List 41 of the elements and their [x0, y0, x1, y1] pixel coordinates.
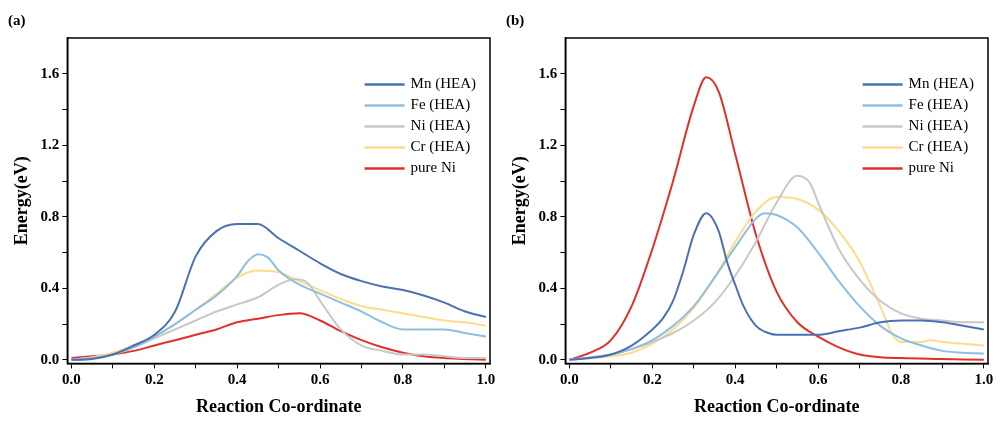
- x-tick-label: 0.4: [227, 371, 248, 388]
- x-axis-title: Reaction Co-ordinate: [693, 395, 860, 416]
- legend-label: Ni (HEA): [410, 117, 471, 135]
- x-tick-label: 0.6: [808, 371, 828, 388]
- x-tick-label: 0.0: [62, 371, 81, 388]
- y-tick-label: 0.8: [40, 207, 60, 224]
- legend-label: Cr (HEA): [908, 138, 969, 156]
- x-tick-label: 1.0: [974, 371, 994, 388]
- chart-title: (b): [506, 11, 525, 29]
- line-series: [70, 312, 487, 361]
- chart-title: (a): [8, 11, 26, 29]
- y-tick-label: 0.4: [40, 279, 60, 296]
- y-tick-label: 1.2: [538, 136, 558, 153]
- legend-label: Cr (HEA): [410, 138, 471, 156]
- x-tick-label: 0.8: [393, 371, 413, 388]
- y-tick-label: 1.6: [40, 64, 60, 81]
- y-tick-label: 0.8: [538, 207, 558, 224]
- y-tick-label: 0.4: [538, 279, 558, 296]
- legend-label: Mn (HEA): [410, 75, 476, 93]
- x-tick-label: 0.2: [144, 371, 164, 388]
- x-tick-label: 0.4: [725, 371, 746, 388]
- legend-label: Fe (HEA): [908, 96, 969, 114]
- x-tick-label: 0.8: [891, 371, 911, 388]
- y-axis-title: Energy(eV): [509, 156, 531, 246]
- line-series: [568, 76, 985, 361]
- legend-label: Fe (HEA): [410, 96, 471, 114]
- y-axis-title: Energy(eV): [11, 156, 33, 246]
- line-series: [70, 222, 487, 361]
- x-tick-label: 1.0: [476, 371, 496, 388]
- legend-label: pure Ni: [908, 159, 954, 176]
- y-tick-label: 1.2: [40, 136, 60, 153]
- y-tick-label: 0.0: [538, 350, 558, 367]
- x-tick-label: 0.0: [560, 371, 579, 388]
- x-axis-title: Reaction Co-ordinate: [195, 395, 362, 416]
- x-tick-label: 0.6: [310, 371, 330, 388]
- y-tick-label: 0.0: [40, 350, 60, 367]
- y-tick-label: 1.6: [538, 64, 558, 81]
- legend-label: Mn (HEA): [908, 75, 974, 93]
- legend-label: pure Ni: [410, 159, 456, 176]
- x-tick-label: 0.2: [642, 371, 662, 388]
- legend-label: Ni (HEA): [908, 117, 969, 135]
